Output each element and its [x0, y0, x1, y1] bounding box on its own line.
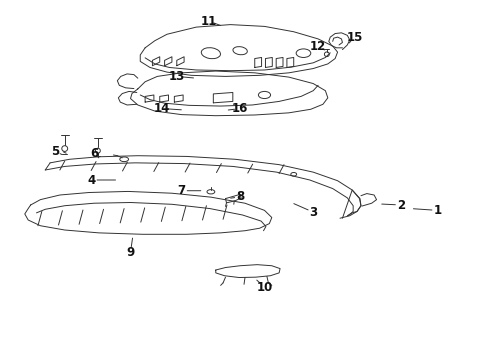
Text: 13: 13 [169, 70, 185, 83]
Text: 3: 3 [309, 206, 317, 219]
Text: 8: 8 [236, 190, 244, 203]
Text: 2: 2 [397, 198, 405, 212]
Text: 6: 6 [90, 147, 98, 160]
Text: 15: 15 [346, 31, 363, 44]
Text: 12: 12 [310, 40, 326, 53]
Text: 16: 16 [232, 102, 248, 115]
Text: 9: 9 [126, 246, 135, 258]
Text: 10: 10 [256, 281, 272, 294]
Text: 1: 1 [433, 204, 441, 217]
Text: 5: 5 [51, 145, 59, 158]
Text: 4: 4 [87, 174, 96, 186]
Text: 14: 14 [154, 102, 171, 115]
Text: 11: 11 [200, 14, 217, 27]
Text: 7: 7 [177, 184, 186, 197]
